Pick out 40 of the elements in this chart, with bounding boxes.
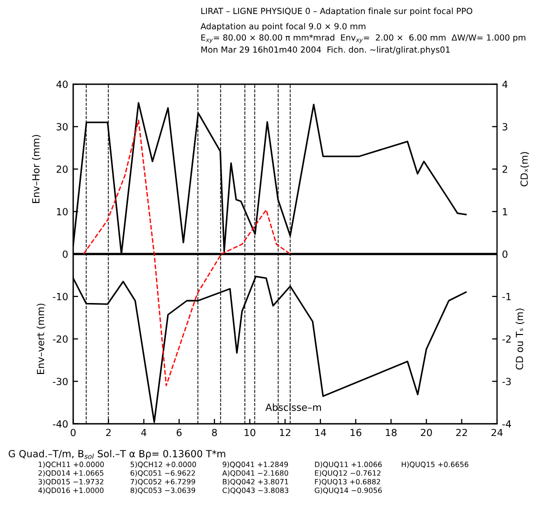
y2-tick-label: -3 xyxy=(502,378,511,386)
y2-tick-label: -2 xyxy=(502,335,511,343)
x-axis-title: Abscisse–m xyxy=(265,403,321,411)
x-tick-label: 4 xyxy=(141,428,146,436)
x-tick-label: 0 xyxy=(70,428,76,436)
y-tick-label: -10 xyxy=(52,292,68,300)
y2-tick-label: -4 xyxy=(502,420,512,428)
x-tick-label: 8 xyxy=(212,428,217,436)
y2-axis-title: CDₓ(m) xyxy=(520,152,529,186)
y-tick-label: 20 xyxy=(56,166,68,173)
y-tick-label: 30 xyxy=(56,123,68,130)
y-tick-label: -30 xyxy=(52,378,68,386)
y2-tick-label: 4 xyxy=(502,80,508,88)
y-tick-label: 10 xyxy=(57,208,68,216)
x-tick-label: 24 xyxy=(492,428,503,436)
chart-subtitle: Adaptation au point focal 9.0 × 9.0 mm E$_{xy}$= 80.00 × 80.00 π mm*mrad Env$_{xy}$= 2.00 × 6.00 mm ΔW/W= 1.000 pm Mon Mar 29 16h01m40 2004 Fich. don. ~lirat/glirat.phys01 xyxy=(200,22,526,54)
text: Env–vert (mm) xyxy=(36,304,46,374)
y2-tick-label: 3 xyxy=(502,123,508,130)
x-tick-label: 6 xyxy=(176,428,182,436)
x-tick-label: 14 xyxy=(315,428,326,436)
y-tick-label: -20 xyxy=(52,335,68,343)
y-tick-label: 0 xyxy=(62,250,68,258)
x-tick-label: 16 xyxy=(350,428,362,436)
y-axis-title: Env–Hor (mm) xyxy=(32,135,41,204)
x-tick-label: 22 xyxy=(456,428,467,436)
chart-title: LIRAT – LIGNE PHYSIQUE 0 – Adaptation finale sur point focal PPO xyxy=(201,8,472,16)
x-tick-label: 2 xyxy=(106,428,111,436)
line-series xyxy=(82,120,291,386)
y2-tick-label: 2 xyxy=(502,166,508,173)
y-tick-label: -40 xyxy=(52,420,68,428)
x-tick-label: 18 xyxy=(386,428,397,436)
y2-tick-label: 0 xyxy=(502,250,508,258)
text: CD ou Tₛ (m) xyxy=(516,308,524,370)
text: G Quad.–T/m, B$_{sol}$ Sol.–T α Bρ= 0.13600 T*m xyxy=(8,450,226,460)
x-tick-label: 12 xyxy=(280,428,290,436)
x-tick-label: 10 xyxy=(244,428,256,436)
x-tick-label: 20 xyxy=(420,428,432,436)
y2-tick-label: -1 xyxy=(502,293,511,300)
y-tick-label: 40 xyxy=(56,80,68,88)
y2-tick-label: 1 xyxy=(502,208,508,216)
